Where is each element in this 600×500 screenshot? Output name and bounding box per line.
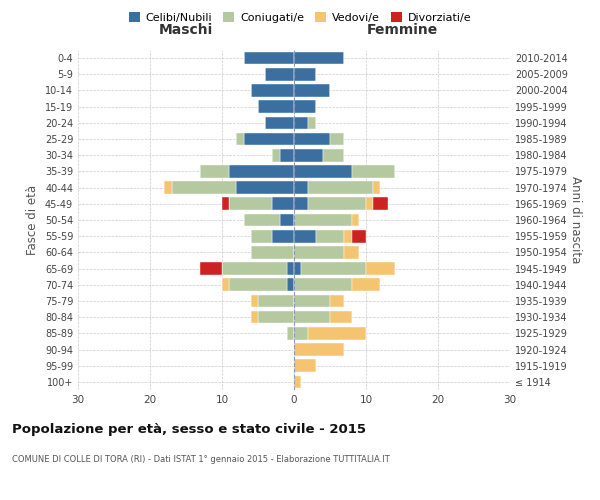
Bar <box>200 262 222 275</box>
Bar <box>294 100 316 113</box>
Bar <box>244 52 294 64</box>
Text: Popolazione per età, sesso e stato civile - 2015: Popolazione per età, sesso e stato civil… <box>12 422 366 436</box>
Bar <box>280 149 294 162</box>
Bar <box>229 278 287 291</box>
Bar <box>294 149 323 162</box>
Bar <box>251 294 258 308</box>
Bar <box>280 214 294 226</box>
Bar <box>272 149 280 162</box>
Legend: Celibi/Nubili, Coniugati/e, Vedovi/e, Divorziati/e: Celibi/Nubili, Coniugati/e, Vedovi/e, Di… <box>124 8 476 28</box>
Bar <box>344 230 352 242</box>
Bar <box>294 327 308 340</box>
Bar <box>344 246 359 258</box>
Bar <box>294 198 308 210</box>
Bar <box>294 230 316 242</box>
Bar <box>308 182 373 194</box>
Bar <box>294 246 344 258</box>
Bar <box>294 132 330 145</box>
Bar <box>251 84 294 97</box>
Bar <box>294 52 344 64</box>
Bar <box>258 294 294 308</box>
Bar <box>294 84 330 97</box>
Bar <box>244 132 294 145</box>
Bar <box>294 278 352 291</box>
Bar <box>251 311 258 324</box>
Bar <box>294 376 301 388</box>
Bar <box>272 230 294 242</box>
Bar <box>294 182 308 194</box>
Bar <box>373 198 388 210</box>
Bar <box>352 214 359 226</box>
Bar <box>294 294 330 308</box>
Bar <box>164 182 172 194</box>
Bar <box>373 182 380 194</box>
Y-axis label: Fasce di età: Fasce di età <box>26 185 39 255</box>
Bar <box>366 262 395 275</box>
Bar <box>294 262 301 275</box>
Bar <box>330 311 352 324</box>
Bar <box>308 116 316 129</box>
Bar <box>294 68 316 80</box>
Bar <box>222 198 229 210</box>
Bar <box>222 278 229 291</box>
Y-axis label: Anni di nascita: Anni di nascita <box>569 176 581 264</box>
Text: Femmine: Femmine <box>367 23 437 37</box>
Bar <box>330 132 344 145</box>
Text: Maschi: Maschi <box>159 23 213 37</box>
Bar <box>294 165 352 177</box>
Bar <box>229 165 294 177</box>
Bar <box>294 360 316 372</box>
Bar <box>294 343 344 356</box>
Bar <box>294 214 352 226</box>
Bar <box>272 198 294 210</box>
Bar <box>308 198 366 210</box>
Bar <box>265 116 294 129</box>
Bar <box>301 262 366 275</box>
Bar <box>258 100 294 113</box>
Bar <box>236 182 294 194</box>
Bar <box>352 165 395 177</box>
Bar <box>287 262 294 275</box>
Bar <box>287 278 294 291</box>
Bar <box>287 327 294 340</box>
Bar <box>352 230 366 242</box>
Bar <box>236 132 244 145</box>
Bar <box>308 327 366 340</box>
Bar <box>330 294 344 308</box>
Bar <box>222 262 287 275</box>
Bar <box>366 198 373 210</box>
Bar <box>229 198 272 210</box>
Text: COMUNE DI COLLE DI TORA (RI) - Dati ISTAT 1° gennaio 2015 - Elaborazione TUTTITA: COMUNE DI COLLE DI TORA (RI) - Dati ISTA… <box>12 455 390 464</box>
Bar <box>316 230 344 242</box>
Bar <box>251 230 272 242</box>
Bar <box>323 149 344 162</box>
Bar <box>251 246 294 258</box>
Bar <box>352 278 380 291</box>
Bar <box>172 182 236 194</box>
Bar <box>294 311 330 324</box>
Bar <box>258 311 294 324</box>
Bar <box>265 68 294 80</box>
Bar <box>200 165 229 177</box>
Bar <box>244 214 280 226</box>
Bar <box>294 116 308 129</box>
